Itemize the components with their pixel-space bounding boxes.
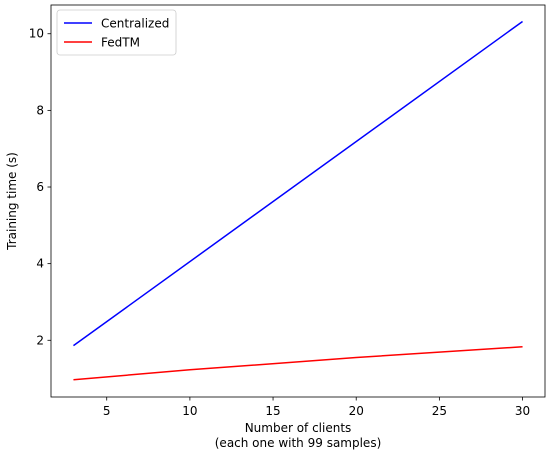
legend: Centralized FedTM — [56, 9, 177, 56]
y-tick-label: 8 — [36, 103, 44, 117]
y-tick-label: 10 — [29, 27, 44, 41]
series-line-fedtm — [73, 346, 523, 381]
y-tick-label: 6 — [36, 180, 44, 194]
y-tick-label: 4 — [36, 257, 44, 271]
x-tick-label: 25 — [432, 404, 447, 418]
y-axis-label: Training time (s) — [5, 152, 19, 251]
x-tick-label: 30 — [515, 404, 530, 418]
legend-box — [56, 9, 177, 56]
x-axis-label: Number of clients — [245, 421, 352, 435]
plot-frame — [50, 4, 546, 398]
axes: 5 10 15 20 25 30 2 4 6 8 10 — [29, 4, 546, 418]
series-line-centralized — [73, 20, 523, 347]
x-tick-label: 5 — [103, 404, 111, 418]
x-axis-label-subtitle: (each one with 99 samples) — [215, 436, 382, 450]
legend-label-fedtm: FedTM — [101, 36, 140, 50]
x-tick-label: 15 — [265, 404, 280, 418]
plot-area — [73, 20, 523, 381]
x-tick-label: 20 — [349, 404, 364, 418]
legend-label-centralized: Centralized — [101, 17, 169, 31]
x-tick-label: 10 — [182, 404, 197, 418]
y-tick-label: 2 — [36, 333, 44, 347]
